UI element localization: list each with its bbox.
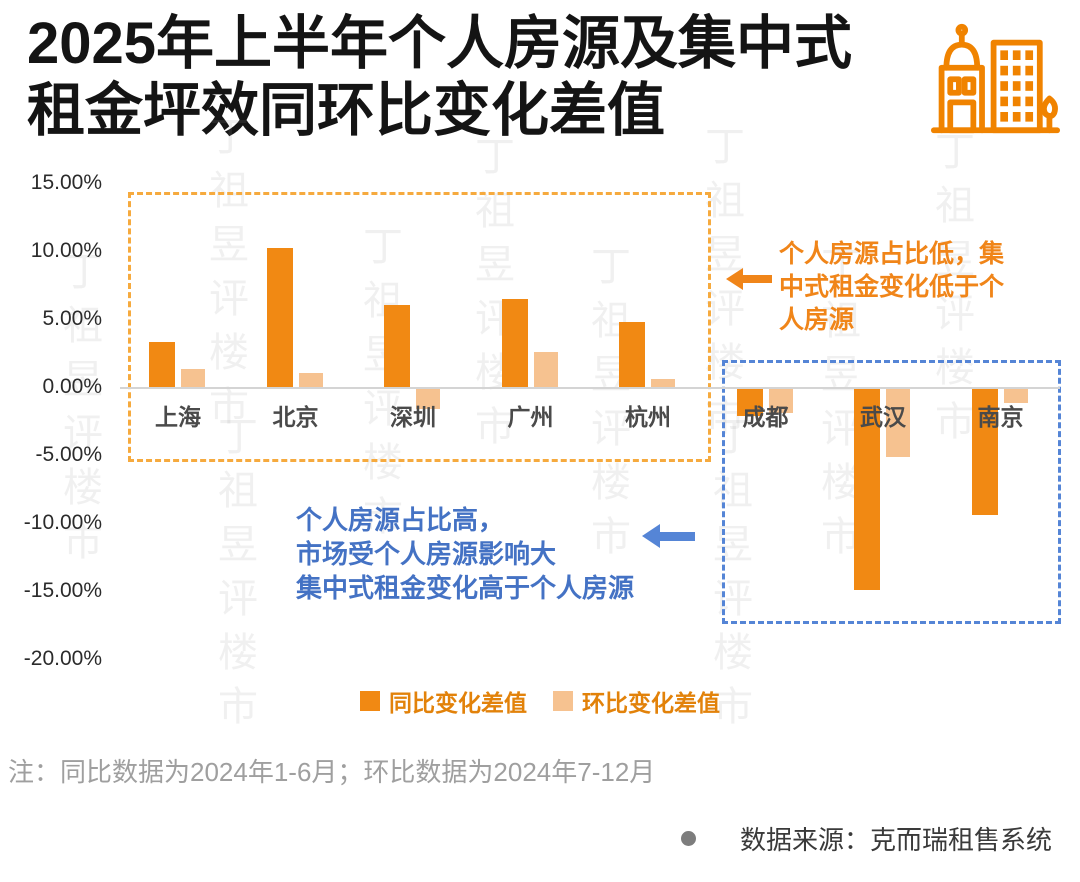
legend-swatch-yoy	[360, 691, 380, 711]
arrow-left-orange-icon	[726, 268, 772, 290]
annotation-blue-line1: 个人房源占比高，	[296, 505, 505, 535]
blue-dashed-box	[722, 360, 1061, 624]
chart-bar-同比变化差值-成都	[736, 389, 763, 417]
chart-bar-同比变化差值-深圳	[384, 305, 410, 387]
source-text: 数据来源：克而瑞租售系统	[739, 825, 1052, 855]
y-axis-label: -10.00%	[23, 511, 102, 534]
arrow-shaft	[660, 531, 695, 541]
chart-bar-同比变化差值-南京	[971, 389, 998, 516]
x-axis-label-南京: 南京	[977, 404, 1024, 430]
footnote: 注：同比数据为2024年1-6月；环比数据为2024年7-12月	[8, 757, 656, 787]
y-axis-label: 5.00%	[42, 307, 102, 330]
chart-bar-同比变化差值-武汉	[854, 389, 880, 591]
y-axis-label: -5.00%	[35, 443, 102, 466]
chart-bar-同比变化差值-杭州	[619, 321, 645, 387]
y-axis-label: 0.00%	[42, 375, 102, 398]
chart-bar-环比变化差值-上海	[181, 369, 205, 387]
page-title-line2: 租金坪效同环比变化差值	[27, 78, 666, 144]
legend-label-yoy: 同比变化差值	[389, 690, 527, 716]
chart-bar-环比变化差值-南京	[1003, 389, 1028, 403]
annotation-blue-line3: 集中式租金变化高于个人房源	[296, 572, 635, 603]
chart-bar-环比变化差值-广州	[533, 351, 558, 387]
chart-bar-同比变化差值-广州	[501, 298, 528, 387]
chart-bar-环比变化差值-深圳	[416, 389, 440, 410]
arrow-shaft	[743, 275, 772, 283]
y-axis-label: 15.00%	[30, 171, 102, 194]
annotation-orange: 个人房源占比低，集中式租金变化低于个人房源	[779, 240, 1005, 334]
arrow-head	[642, 524, 660, 548]
x-axis-label-广州: 广州	[507, 404, 554, 430]
chart-bar-环比变化差值-武汉	[886, 389, 910, 457]
data-source: 数据来源：克而瑞租售系统	[680, 820, 1052, 857]
x-axis-label-武汉: 武汉	[860, 404, 906, 430]
chart-bar-同比变化差值-北京	[266, 248, 293, 387]
y-axis-label: 10.00%	[30, 239, 102, 262]
x-axis-label-杭州: 杭州	[625, 404, 671, 430]
legend-item-mom: 环比变化差值	[553, 684, 720, 718]
legend-label-mom: 环比变化差值	[582, 690, 720, 716]
x-axis-label-成都: 成都	[742, 404, 789, 430]
page-title: 2025年上半年个人房源及集中式 租金坪效同环比变化差值	[27, 10, 852, 145]
x-axis-label-上海: 上海	[155, 404, 201, 430]
x-axis-label-深圳: 深圳	[390, 404, 436, 430]
arrow-head	[726, 268, 743, 290]
orange-dashed-box	[128, 192, 711, 462]
y-axis-label: -15.00%	[23, 579, 102, 602]
annotation-blue-line2: 市场受个人房源影响大	[296, 538, 557, 569]
chart-bar-环比变化差值-杭州	[651, 378, 675, 387]
annotation-blue: 个人房源占比高， 市场受个人房源影响大 集中式租金变化高于个人房源	[296, 504, 634, 605]
zero-axis-line	[120, 387, 1060, 389]
y-axis-label: -20.00%	[23, 647, 102, 670]
chart-bar-环比变化差值-成都	[768, 389, 793, 414]
chart-bar-同比变化差值-上海	[149, 342, 175, 387]
legend-swatch-mom	[553, 691, 573, 711]
chart-bar-环比变化差值-北京	[298, 373, 323, 387]
chart-legend: 同比变化差值 环比变化差值	[0, 684, 1080, 718]
x-axis-label-北京: 北京	[272, 404, 319, 430]
page-title-line1: 2025年上半年个人房源及集中式	[27, 11, 853, 76]
arrow-left-blue-icon	[642, 524, 695, 548]
legend-item-yoy: 同比变化差值	[360, 684, 527, 718]
buildings-icon	[930, 23, 1061, 134]
bullet-icon	[680, 831, 696, 846]
